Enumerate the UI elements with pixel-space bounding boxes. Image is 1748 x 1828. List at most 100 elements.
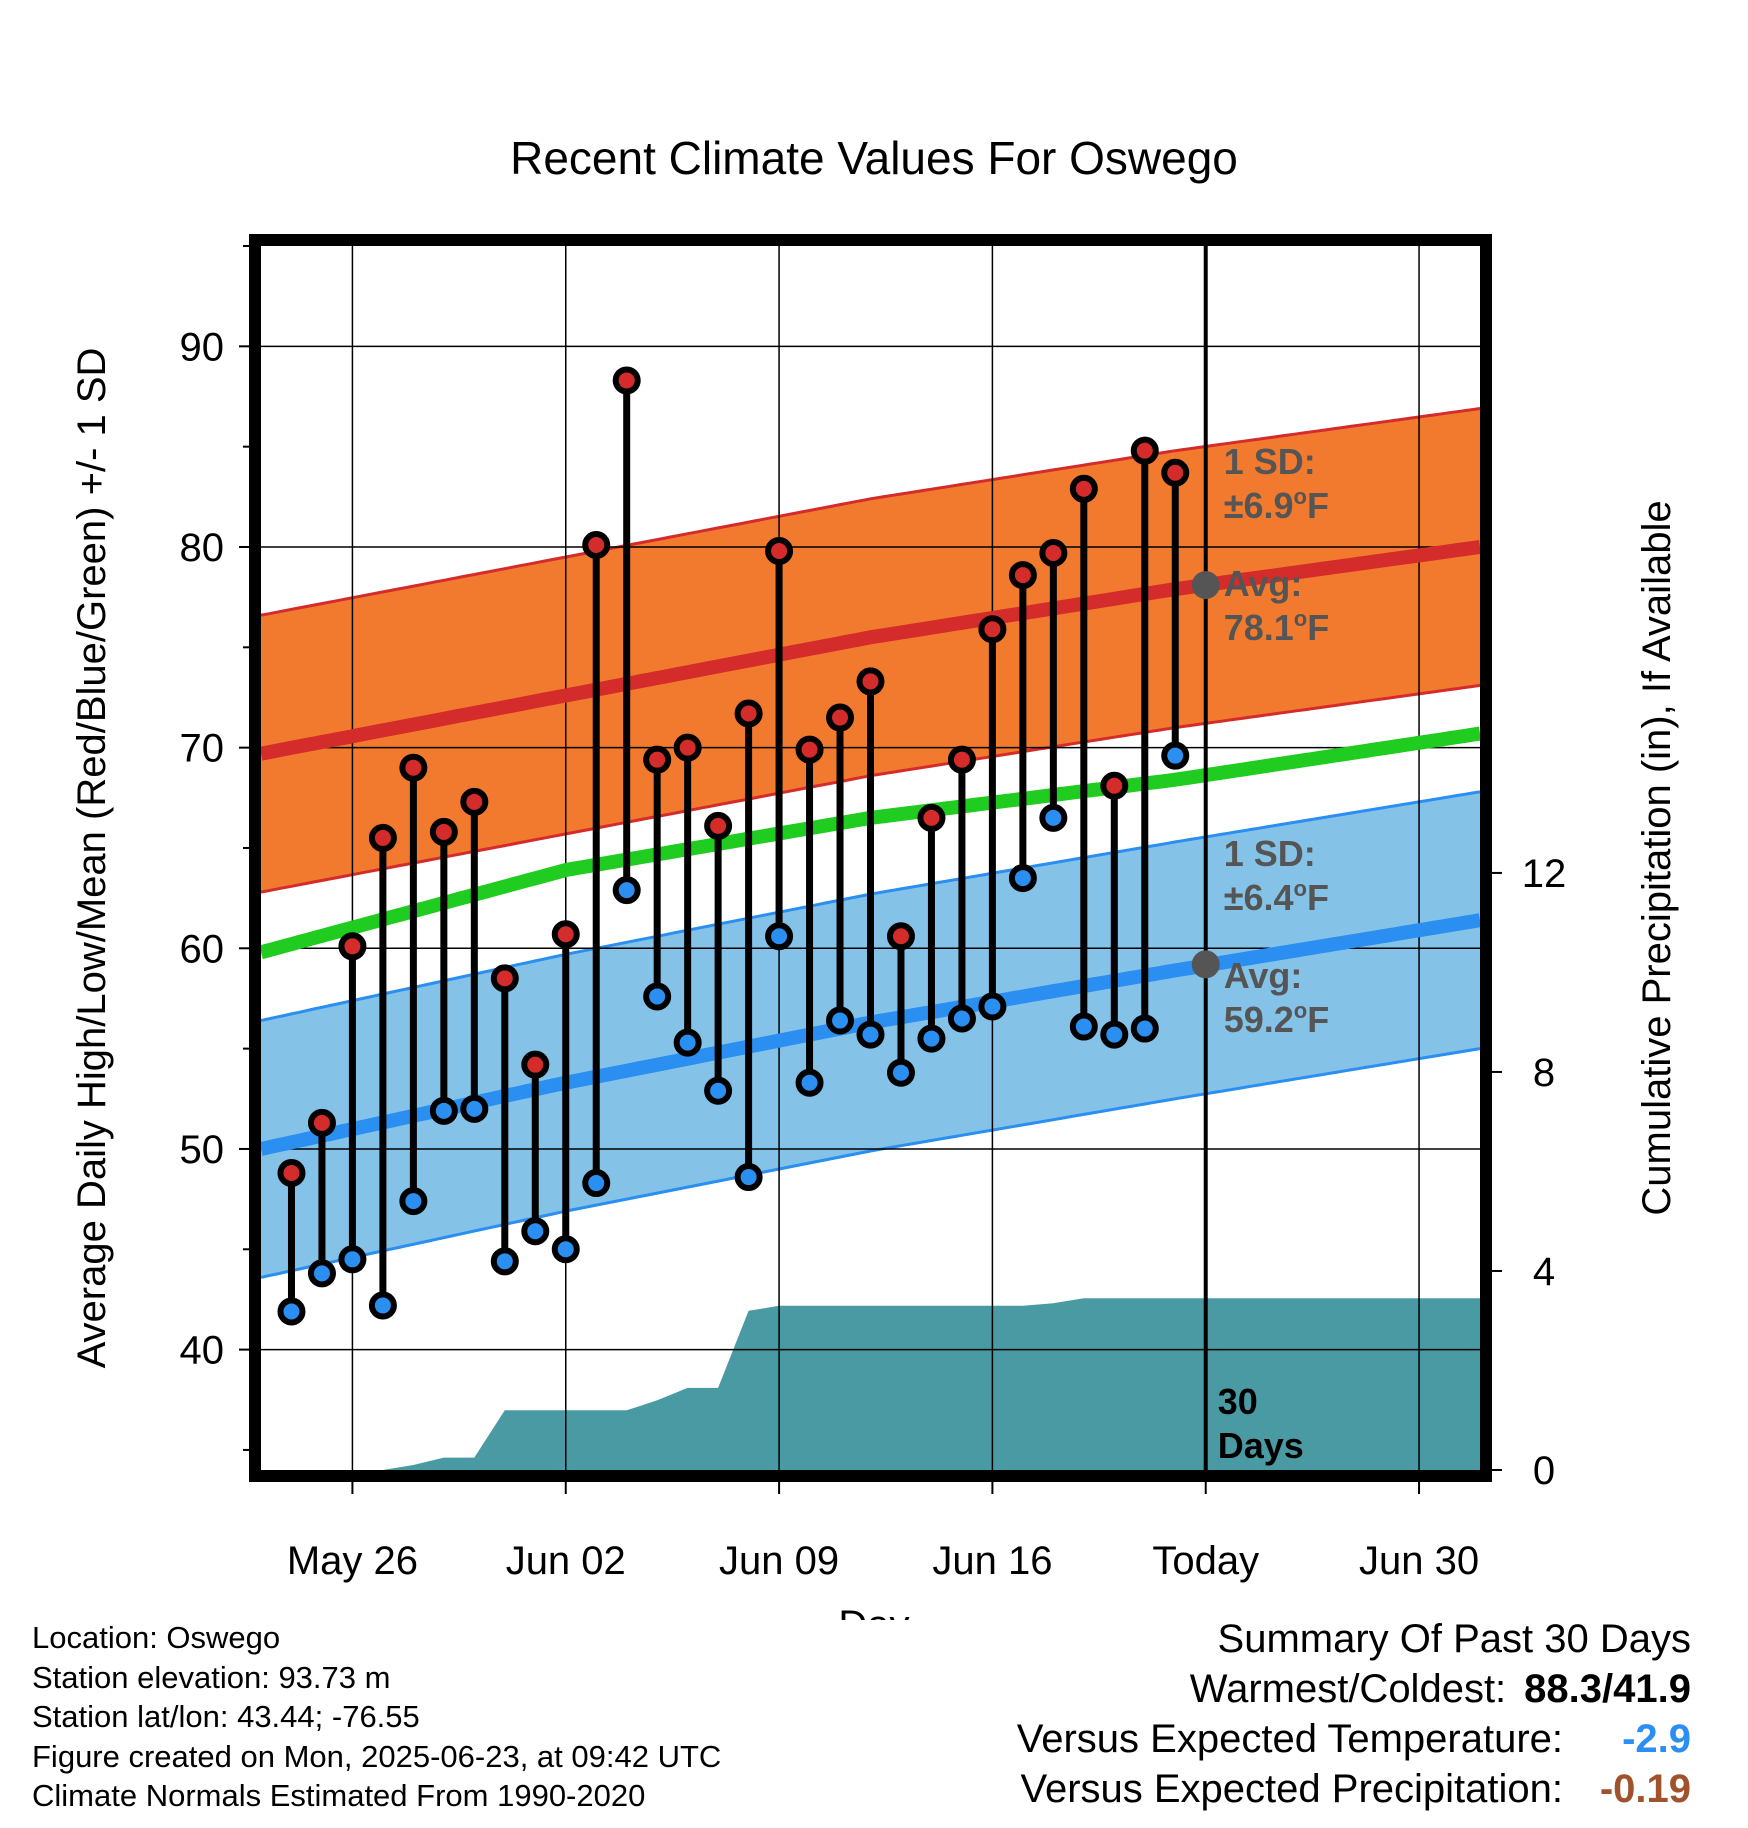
high-point (1039, 539, 1068, 568)
normals-text: Climate Normals Estimated From 1990-2020 (32, 1778, 646, 1814)
high-mean-line (261, 540, 1480, 761)
high-point (612, 366, 641, 395)
high-point (917, 803, 946, 832)
low-point (1100, 1020, 1129, 1049)
high-point (947, 745, 976, 774)
low-point (399, 1187, 428, 1216)
high-point (1161, 458, 1190, 487)
temp-value: -2.9 (1622, 1717, 1691, 1761)
low-point (643, 982, 672, 1011)
low-avg-value: 59.2oF (1224, 998, 1330, 1040)
low-sd-value: ±6.4oF (1224, 876, 1329, 918)
high-avg-label: Avg: (1224, 563, 1303, 604)
high-point (704, 811, 733, 840)
low-point (734, 1163, 763, 1192)
high-point (460, 787, 489, 816)
x-axis-label: Day (838, 1603, 909, 1620)
high-point (1130, 436, 1159, 465)
low-point (521, 1217, 550, 1246)
high-point (856, 667, 885, 696)
high-point (734, 699, 763, 728)
high-point (795, 735, 824, 764)
low-point (460, 1094, 489, 1123)
low-point (1161, 741, 1190, 770)
x-tick-label: May 26 (287, 1539, 418, 1583)
low-point (307, 1259, 336, 1288)
low-point (795, 1068, 824, 1097)
low-point (765, 922, 794, 951)
high-point (429, 817, 458, 846)
x-tick-label: Jun 02 (506, 1539, 626, 1583)
high-point (399, 753, 428, 782)
low-sd-lower-line (261, 1047, 1480, 1279)
days-label-text: Days (1218, 1425, 1304, 1466)
low-point (1130, 1014, 1159, 1043)
temp-label: Versus Expected Temperature: (1016, 1717, 1563, 1761)
summary-precip-row: Versus Expected Precipitation: -0.19 (1017, 1764, 1691, 1814)
low-point (704, 1076, 733, 1105)
station-info: Location: Oswego Station elevation: 93.7… (32, 1618, 721, 1816)
low-point (612, 876, 641, 905)
high-point (643, 745, 672, 774)
high-point (582, 530, 611, 559)
high-sd-label: 1 SD: (1224, 441, 1316, 482)
low-point (338, 1245, 367, 1274)
location-text: Location: Oswego (32, 1620, 281, 1655)
high-point (551, 920, 580, 949)
low-point (1039, 803, 1068, 832)
y-axis-label: Average Daily High/Low/Mean (Red/Blue/Gr… (70, 348, 114, 1369)
high-point (886, 922, 915, 951)
y-tick-label: 90 (180, 325, 225, 369)
y2-axis-label: Cumulative Precipitation (in), If Availa… (1635, 500, 1679, 1215)
low-sd-label: 1 SD: (1224, 833, 1316, 874)
plot-frame (249, 234, 1492, 1482)
high-point (826, 703, 855, 732)
y2-tick-label: 12 (1522, 852, 1567, 896)
summary-panel: Summary Of Past 30 Days Warmest/Coldest:… (1017, 1614, 1691, 1814)
high-point (1069, 474, 1098, 503)
elevation-text: Station elevation: 93.73 m (32, 1659, 391, 1695)
low-avg-label: Avg: (1224, 955, 1303, 996)
high-point (521, 1050, 550, 1079)
x-tick-label: Jun 09 (719, 1539, 839, 1583)
high-sd-value: ±6.9oF (1224, 484, 1329, 526)
high-point (765, 536, 794, 565)
latlon-text: Station lat/lon: 43.44; -76.55 (32, 1699, 420, 1735)
y2-tick-label: 0 (1533, 1449, 1555, 1493)
days-label-number: 30 (1218, 1381, 1258, 1422)
high-point (368, 823, 397, 852)
low-point (551, 1235, 580, 1264)
precip-value: -0.19 (1599, 1767, 1691, 1811)
warmest-label: Warmest/Coldest: (1189, 1667, 1507, 1711)
precip-label: Versus Expected Precipitation: (1020, 1767, 1563, 1811)
low-point (947, 1004, 976, 1033)
y-tick-label: 70 (180, 727, 225, 771)
y-tick-label: 80 (180, 526, 225, 570)
low-point (673, 1028, 702, 1057)
low-point (917, 1024, 946, 1053)
high-avg-value: 78.1oF (1224, 606, 1330, 648)
low-point (1008, 864, 1037, 893)
chart-title: Recent Climate Values For Oswego (510, 132, 1238, 184)
high-point (307, 1108, 336, 1137)
x-tick-label: Today (1152, 1539, 1259, 1583)
high-point (490, 964, 519, 993)
warmest-value: 88.3/41.9 (1524, 1667, 1691, 1711)
created-text: Figure created on Mon, 2025-06-23, at 09… (32, 1738, 722, 1774)
y-tick-label: 50 (180, 1128, 225, 1172)
high-point (978, 615, 1007, 644)
low-point (978, 992, 1007, 1021)
high-point (338, 932, 367, 961)
high-point (1100, 771, 1129, 800)
y2-tick-label: 8 (1533, 1051, 1555, 1095)
low-point (826, 1006, 855, 1035)
y2-tick-label: 4 (1533, 1250, 1555, 1294)
high-point (673, 733, 702, 762)
high-point (277, 1159, 306, 1188)
low-point (1069, 1012, 1098, 1041)
today-low-normal-marker (1191, 950, 1220, 979)
today-high-normal-marker (1191, 571, 1220, 600)
low-point (856, 1020, 885, 1049)
low-point (490, 1247, 519, 1276)
